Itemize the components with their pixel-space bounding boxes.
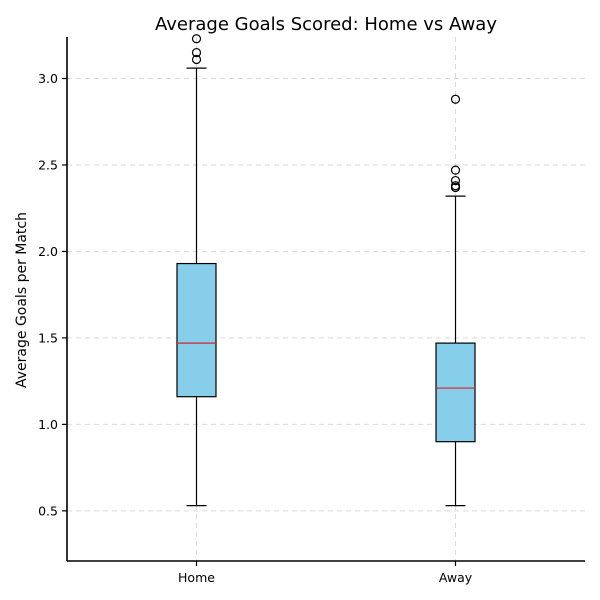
outlier-point (191, 54, 202, 65)
box-group-away (435, 94, 476, 507)
x-tick-label: Away (439, 570, 473, 585)
iqr-box (176, 262, 217, 398)
outlier-point (450, 175, 461, 186)
chart-title: Average Goals Scored: Home vs Away (155, 14, 497, 35)
outlier-point (450, 94, 461, 104)
ticks: 0.5 1.0 1.5 2.0 2.5 3.0 Home Away (38, 71, 473, 585)
outlier-point (191, 47, 202, 58)
x-tick-label: Home (178, 570, 215, 585)
y-tick-label: 2.0 (38, 244, 58, 259)
outlier-point (450, 181, 461, 191)
box-group-home (176, 34, 217, 507)
outlier-point (450, 165, 461, 175)
y-tick-label: 1.0 (38, 417, 58, 432)
y-tick-label: 0.5 (38, 503, 58, 518)
gridlines (67, 37, 585, 561)
iqr-box (435, 342, 476, 443)
y-tick-label: 3.0 (38, 71, 58, 86)
y-tick-label: 2.5 (38, 157, 58, 172)
y-tick-label: 1.5 (38, 330, 58, 345)
y-axis-label: Average Goals per Match (14, 212, 30, 388)
boxes (176, 34, 476, 507)
outlier-point (191, 34, 202, 44)
